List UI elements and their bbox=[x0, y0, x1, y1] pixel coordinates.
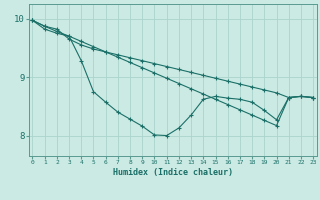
X-axis label: Humidex (Indice chaleur): Humidex (Indice chaleur) bbox=[113, 168, 233, 177]
